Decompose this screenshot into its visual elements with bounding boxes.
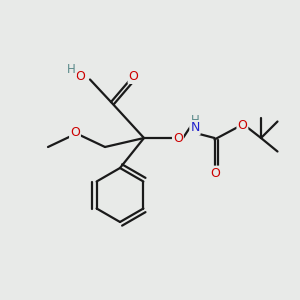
Text: N: N xyxy=(190,121,200,134)
Text: O: O xyxy=(70,125,80,139)
Text: O: O xyxy=(210,167,220,180)
Text: O: O xyxy=(129,70,138,83)
Text: H: H xyxy=(67,62,76,76)
Text: O: O xyxy=(173,131,183,145)
Text: O: O xyxy=(76,70,85,83)
Text: O: O xyxy=(238,118,247,132)
Text: H: H xyxy=(190,114,200,128)
